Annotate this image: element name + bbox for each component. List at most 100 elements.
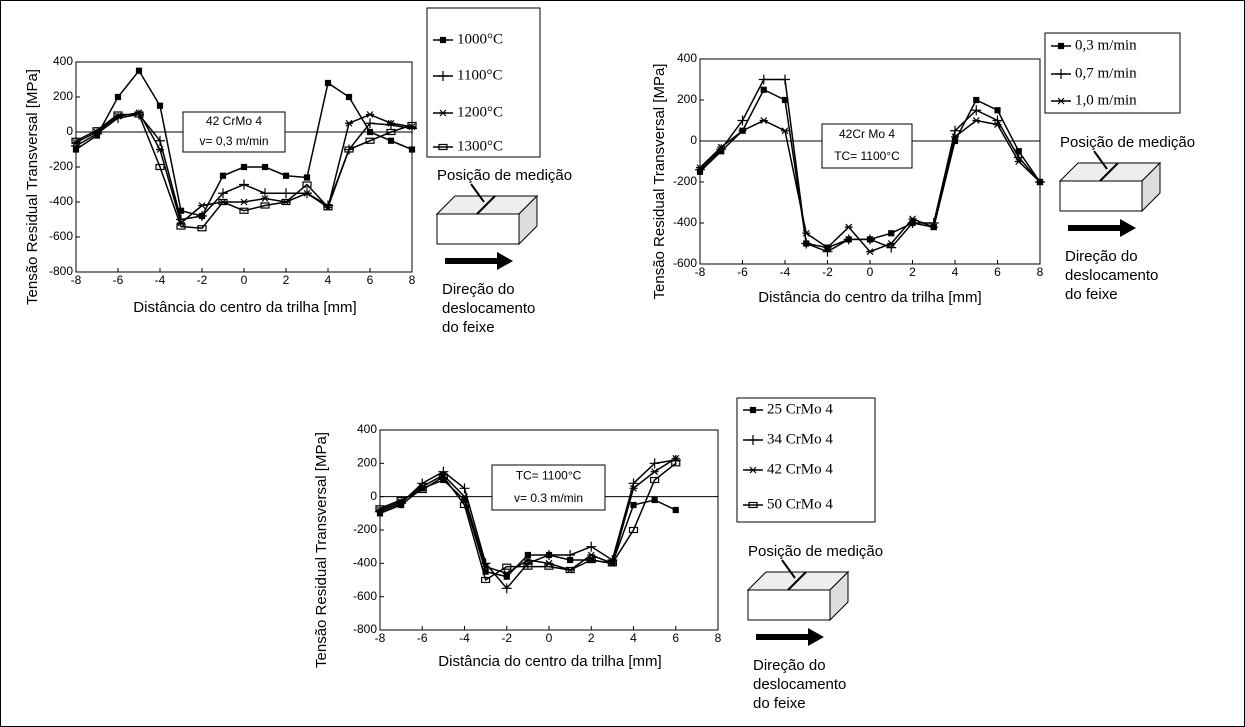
x-tick-label: 6 [672,631,679,645]
y-tick-label: 200 [53,89,73,103]
marker [523,563,533,570]
marker [994,107,1001,114]
diagram-label: do feixe [753,695,806,712]
marker [649,458,660,469]
marker [717,143,726,151]
marker [156,146,164,153]
annotation: v= 0.3 m/min [514,491,583,505]
marker [672,506,679,514]
marker [135,67,143,74]
x-tick-label: 8 [715,631,722,645]
marker [565,550,576,560]
marker [345,93,353,101]
x-tick-label: 2 [909,265,916,279]
pointer-arrow [781,559,796,579]
x-tick-label: 0 [241,273,248,287]
marker [303,174,311,181]
track [1099,162,1119,182]
marker [365,137,375,144]
marker [365,118,375,129]
diagram-label: do feixe [442,319,495,336]
series-line [379,462,677,582]
marker [780,74,790,85]
legend-label: 1100°C [457,67,502,83]
marker [973,96,980,104]
marker [523,556,532,564]
marker [375,505,385,512]
legend-label: 42 CrMo 4 [767,461,833,477]
x-tick-label: -2 [197,273,208,287]
direction-arrow [1068,219,1136,237]
diagram-label: Posição de medição [437,167,572,184]
marker [650,476,660,484]
pointer-arrow [470,183,485,203]
marker [386,120,396,130]
diagram-label: Posição de medição [1060,134,1195,151]
block-front [1059,180,1143,212]
marker [866,248,874,256]
marker [951,133,959,141]
marker [972,117,981,124]
y-tick-label: -400 [49,194,73,208]
y-tick-label: 400 [357,422,377,436]
track [787,571,807,591]
marker [781,127,789,135]
marker [929,223,938,231]
marker [1036,178,1044,186]
marker [261,163,269,171]
marker [218,188,228,199]
annotation-box [491,464,606,511]
x-axis-label: Distância do centro da trilha [mm] [758,289,981,306]
marker [545,559,553,567]
marker [375,506,385,517]
x-tick-label: 2 [283,273,290,287]
marker [650,468,659,476]
marker [502,569,511,577]
marker [459,501,470,509]
marker [737,115,748,126]
marker [408,123,416,131]
marker [696,164,704,172]
marker [261,195,269,202]
y-tick-label: -600 [49,229,73,243]
y-tick-label: 400 [53,54,73,68]
y-tick-label: 200 [357,456,377,470]
marker [239,207,249,214]
legend-label: 0,7 m/min [1075,65,1137,81]
marker [240,198,248,206]
marker [92,127,102,134]
x-axis-label: Distância do centro da trilha [mm] [133,299,356,316]
marker [802,229,811,237]
y-tick-label: 200 [677,92,697,106]
y-tick-label: 0 [370,489,377,503]
x-tick-label: 6 [367,273,374,287]
marker [888,230,895,237]
marker [366,128,374,136]
marker [607,560,617,567]
marker [544,563,554,570]
diagram-label: Direção do [1065,248,1138,265]
legend-marker [438,143,448,151]
y-tick-label: 400 [677,51,697,65]
marker [760,86,767,93]
diagram-label: deslocamento [442,300,535,317]
marker [971,105,982,116]
x-tick-label: 6 [994,265,1001,279]
legend-label: 0,3 m/min [1075,37,1137,53]
marker [651,496,658,504]
annotation-box [821,123,913,169]
marker [155,163,165,171]
marker [865,234,875,245]
y-tick-label: -800 [353,622,377,636]
marker [586,556,596,564]
block-side [1141,161,1161,213]
diagram-label: Direção do [753,657,826,674]
legend-label: 50 CrMo 4 [767,496,833,512]
legend-marker [749,466,757,474]
marker [197,225,207,232]
marker [801,238,812,249]
x-tick-label: 8 [1037,265,1044,279]
marker [281,198,291,206]
marker [324,79,332,87]
marker [387,137,395,144]
